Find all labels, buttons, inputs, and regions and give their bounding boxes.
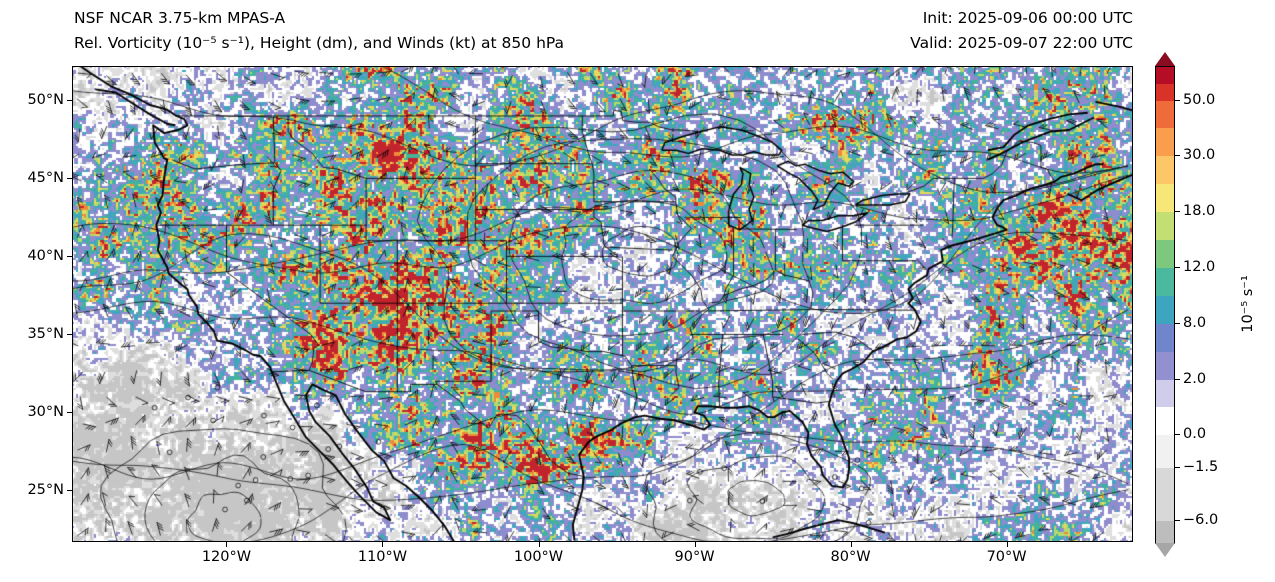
x-axis-tick-label: 110°W bbox=[357, 549, 408, 565]
colorbar-tickmark bbox=[1175, 466, 1180, 468]
colorbar-tickmark bbox=[1175, 155, 1180, 156]
y-axis-tickmark bbox=[67, 256, 72, 258]
title-line-2: Rel. Vorticity (10⁻⁵ s⁻¹), Height (dm), … bbox=[74, 34, 565, 52]
colorbar-tickmark bbox=[1175, 323, 1180, 325]
colorbar-segment bbox=[1156, 67, 1174, 85]
colorbar-arrow-bottom bbox=[1155, 543, 1175, 557]
colorbar-tick-label: 18.0 bbox=[1183, 203, 1216, 220]
x-axis-tickmark bbox=[538, 542, 540, 547]
map-canvas bbox=[72, 66, 1133, 542]
x-axis-tickmark bbox=[850, 542, 852, 547]
x-axis-tickmark bbox=[226, 542, 228, 547]
colorbar-tickmark bbox=[1175, 378, 1180, 380]
init-time: Init: 2025-09-06 00:00 UTC bbox=[922, 9, 1133, 27]
colorbar-segment bbox=[1156, 128, 1174, 156]
y-axis-tickmark bbox=[67, 490, 72, 492]
colorbar-segment bbox=[1156, 467, 1174, 522]
y-axis-tick-label: 25°N bbox=[27, 482, 64, 499]
map-plot-area bbox=[72, 66, 1133, 542]
colorbar-tickmark bbox=[1175, 520, 1180, 522]
colorbar-tick-label: 50.0 bbox=[1183, 91, 1216, 108]
y-axis-tickmark bbox=[67, 412, 72, 414]
colorbar-tick-label: −6.0 bbox=[1183, 512, 1219, 529]
colorbar-tick-label: 30.0 bbox=[1183, 147, 1216, 163]
colorbar-tick-label: −1.5 bbox=[1183, 458, 1219, 475]
x-axis-tick-label: 90°W bbox=[674, 549, 715, 565]
y-axis-tick-label: 35°N bbox=[27, 326, 64, 343]
colorbar-segment bbox=[1156, 521, 1174, 543]
valid-time: Valid: 2025-09-07 22:00 UTC bbox=[910, 34, 1133, 52]
y-axis-tickmark bbox=[67, 334, 72, 336]
colorbar-segment bbox=[1156, 324, 1174, 352]
colorbar-tick-label: 2.0 bbox=[1183, 370, 1207, 387]
y-axis-tick-label: 40°N bbox=[27, 248, 64, 265]
y-axis-tickmark bbox=[67, 178, 72, 180]
colorbar-segment bbox=[1156, 407, 1174, 435]
colorbar-tick-label: 0.0 bbox=[1183, 425, 1207, 442]
x-axis-tick-label: 80°W bbox=[830, 549, 871, 565]
colorbar-segment bbox=[1156, 267, 1174, 296]
x-axis-tick-label: 70°W bbox=[986, 549, 1027, 565]
x-axis-tickmark bbox=[694, 542, 696, 547]
colorbar-tickmark bbox=[1175, 433, 1180, 435]
colorbar-tick-label: 12.0 bbox=[1183, 258, 1216, 275]
colorbar-segment bbox=[1156, 184, 1174, 213]
colorbar-segment bbox=[1156, 379, 1174, 408]
x-axis-tick-label: 100°W bbox=[513, 549, 564, 565]
x-axis-tickmark bbox=[382, 542, 384, 547]
y-axis-tick-label: 50°N bbox=[27, 92, 64, 109]
y-axis-tick-label: 30°N bbox=[27, 404, 64, 421]
colorbar-segment bbox=[1156, 351, 1174, 380]
colorbar-arrow-top bbox=[1155, 52, 1175, 66]
colorbar-tickmark bbox=[1175, 266, 1180, 268]
colorbar-tick-label: 8.0 bbox=[1183, 315, 1207, 332]
colorbar-segment bbox=[1156, 295, 1174, 325]
colorbar-segment bbox=[1156, 239, 1174, 268]
y-axis-tickmark bbox=[67, 100, 72, 102]
title-line-1: NSF NCAR 3.75-km MPAS-A bbox=[74, 9, 286, 27]
colorbar-tickmark bbox=[1175, 99, 1180, 101]
colorbar-segment bbox=[1156, 156, 1174, 185]
colorbar-segment bbox=[1156, 100, 1174, 129]
colorbar-unit-label: 10⁻⁵ s⁻¹ bbox=[1240, 275, 1256, 333]
colorbar-segment bbox=[1156, 84, 1174, 101]
x-axis-tick-label: 120°W bbox=[201, 549, 252, 565]
colorbar-segment bbox=[1156, 212, 1174, 240]
y-axis-tick-label: 45°N bbox=[27, 170, 64, 187]
x-axis-tickmark bbox=[1006, 542, 1008, 547]
colorbar bbox=[1155, 66, 1175, 544]
colorbar-tickmark bbox=[1175, 211, 1180, 213]
colorbar-segment bbox=[1156, 434, 1174, 468]
